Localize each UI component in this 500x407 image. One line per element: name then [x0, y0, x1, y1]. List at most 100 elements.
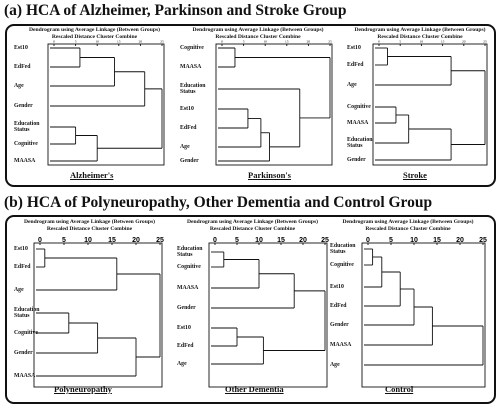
variable-label: EdFed [180, 125, 197, 131]
variable-label: Gender [347, 157, 366, 163]
dendrogram-chart: 0 5 10 15 20 25 [372, 40, 488, 166]
variable-label: Est10 [14, 246, 28, 252]
variable-label: Education Status [177, 246, 203, 258]
axis-label: Rescaled Distance Cluster Combine [46, 226, 133, 232]
variable-label: Est10 [177, 325, 191, 331]
dendrogram-chart: 0 5 10 15 20 25 [47, 40, 165, 166]
variable-label: Est10 [330, 284, 344, 290]
group-label: Parkinson's [248, 170, 291, 180]
tick-label: 20 [307, 40, 311, 44]
variable-label: Cognitive [180, 45, 204, 51]
axis-label: Rescaled Distance Cluster Combine [377, 34, 463, 40]
variable-label: Education Status [14, 307, 40, 319]
tick-label: 5 [75, 40, 77, 44]
section-a-title: (a) HCA of Alzheimer, Parkinson and Stro… [4, 2, 347, 19]
tick-label: 15 [285, 40, 289, 44]
tick-label: 5 [235, 237, 239, 244]
variable-label: Age [347, 82, 357, 88]
axis-label: Rescaled Distance Cluster Combine [365, 226, 451, 232]
dendrogram-title: Dendrogram using Average Linkage (Betwee… [192, 27, 324, 33]
variable-label: Age [14, 287, 24, 293]
variable-label: Education Status [347, 137, 373, 149]
variable-label: Gender [14, 103, 33, 109]
variable-label: Age [14, 83, 24, 89]
section-b-frame [5, 215, 496, 404]
tick-label: 5 [243, 40, 245, 44]
variable-label: EdFed [177, 343, 194, 349]
axis-label: Rescaled Distance Cluster Combine [215, 34, 301, 40]
plot-frame [208, 242, 328, 388]
dendrogram-panel-2: Dendrogram using Average Linkage (Betwee… [345, 27, 495, 184]
plot-frame [361, 242, 486, 388]
tick-label: 15 [433, 237, 441, 244]
tick-label: 10 [95, 40, 99, 44]
group-label: Control [385, 384, 414, 394]
variable-label: Est10 [180, 106, 194, 112]
tick-label: 10 [410, 237, 418, 244]
variable-label: Education Status [14, 121, 40, 133]
tick-label: 5 [62, 237, 66, 244]
variable-label: Est10 [14, 45, 28, 51]
tick-label: 20 [139, 40, 143, 44]
tick-label: 0 [221, 40, 223, 44]
tick-label: 15 [117, 40, 121, 44]
tick-label: 5 [399, 40, 401, 44]
tick-label: 15 [108, 237, 116, 244]
variable-label: EdFed [347, 62, 364, 68]
tick-label: 0 [366, 237, 370, 244]
dendrogram-title: Dendrogram using Average Linkage (Betwee… [187, 219, 318, 225]
tick-label: 15 [277, 237, 285, 244]
variable-label: MAASA [347, 120, 369, 126]
tick-label: 20 [132, 237, 140, 244]
variable-label: Gender [180, 158, 199, 164]
plot-frame [33, 242, 163, 388]
plot-frame [215, 43, 333, 166]
variable-label: Cognitive [14, 330, 38, 336]
variable-label: MAASA [330, 342, 352, 348]
dendrogram-chart: 0 5 10 15 20 25 [361, 237, 487, 388]
tick-label: 0 [53, 40, 55, 44]
dendrogram-title: Dendrogram using Average Linkage (Betwee… [354, 27, 486, 33]
tick-label: 25 [479, 237, 487, 244]
section-a-frame [5, 24, 496, 187]
group-label: Alzheimer's [70, 170, 114, 180]
group-label: Stroke [403, 170, 427, 180]
group-label: Polyneuropathy [54, 384, 112, 394]
tick-label: 0 [378, 40, 380, 44]
dendrogram-title: Dendrogram using Average Linkage (Betwee… [29, 27, 160, 33]
section-b-title: (b) HCA of Polyneuropathy, Other Dementi… [4, 194, 433, 211]
variable-label: Cognitive [347, 104, 371, 110]
dendrogram-panel-3: Dendrogram using Average Linkage (Betwee… [12, 219, 167, 400]
tick-label: 0 [38, 237, 42, 244]
variable-label: EdFed [14, 64, 31, 70]
plot-frame [47, 43, 165, 166]
variable-label: Education Status [180, 83, 206, 95]
tick-label: 25 [328, 40, 332, 44]
tick-label: 10 [420, 40, 424, 44]
tick-label: 20 [456, 237, 464, 244]
tick-label: 20 [462, 40, 466, 44]
variable-label: MAASA [177, 285, 199, 291]
variable-label: Age [330, 362, 340, 368]
tick-label: 10 [84, 237, 92, 244]
dendrogram-panel-4: Dendrogram using Average Linkage (Betwee… [175, 219, 330, 400]
axis-label: Rescaled Distance Cluster Combine [209, 226, 296, 232]
tick-label: 25 [321, 237, 329, 244]
dendrogram-panel-0: Dendrogram using Average Linkage (Betwee… [12, 27, 177, 184]
tick-label: 20 [299, 237, 307, 244]
variable-label: Cognitive [14, 141, 38, 147]
variable-label: MAASA [14, 158, 36, 164]
variable-label: MAASA [14, 373, 36, 379]
plot-frame [372, 43, 488, 166]
variable-label: Gender [330, 322, 349, 328]
variable-label: Gender [177, 305, 196, 311]
tick-label: 25 [160, 40, 164, 44]
variable-label: Age [177, 361, 187, 367]
dendrogram-panel-1: Dendrogram using Average Linkage (Betwee… [178, 27, 338, 184]
dendrogram-chart: 0 5 10 15 20 25 [33, 237, 164, 388]
variable-label: EdFed [330, 303, 347, 309]
dendrogram-title: Dendrogram using Average Linkage (Betwee… [342, 219, 474, 225]
variable-label: EdFed [14, 264, 31, 270]
variable-label: Est10 [347, 45, 361, 51]
group-label: Other Dementia [225, 384, 284, 394]
